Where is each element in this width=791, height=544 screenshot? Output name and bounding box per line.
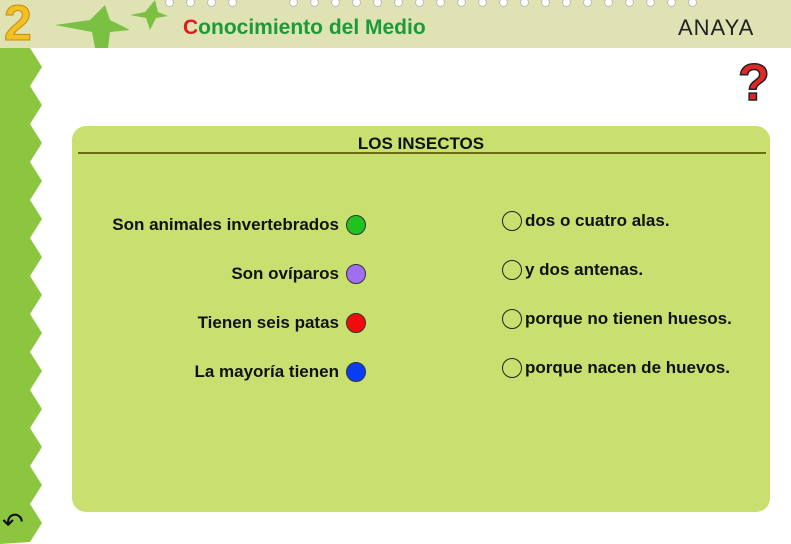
grade-number: 2 bbox=[4, 0, 33, 51]
premise-item: Tienen seis patas bbox=[198, 312, 366, 334]
color-dot-handle[interactable] bbox=[346, 215, 366, 235]
bird-logo-icon bbox=[55, 0, 168, 48]
hole bbox=[457, 0, 466, 7]
back-arrow-icon[interactable]: ↶ bbox=[2, 507, 24, 537]
color-dot-handle[interactable] bbox=[346, 362, 366, 382]
hole bbox=[228, 0, 237, 7]
question-mark-icon[interactable]: ? bbox=[737, 54, 770, 112]
premise-text: Tienen seis patas bbox=[197, 312, 339, 332]
hole bbox=[310, 0, 319, 7]
hole bbox=[186, 0, 195, 7]
hole bbox=[646, 0, 655, 7]
premise-item: Son animales invertebrados bbox=[112, 214, 366, 236]
premise-text: La mayoría tienen bbox=[194, 361, 339, 381]
hole bbox=[373, 0, 382, 7]
hole bbox=[562, 0, 571, 7]
hole bbox=[688, 0, 697, 7]
answer-text: dos o cuatro alas. bbox=[525, 210, 670, 230]
hole bbox=[625, 0, 634, 7]
answer-text: porque nacen de huevos. bbox=[525, 357, 730, 377]
hole bbox=[667, 0, 676, 7]
answer-target-circle[interactable] bbox=[502, 309, 522, 329]
title-divider bbox=[78, 152, 766, 154]
brand-logo: ANAYA bbox=[678, 15, 755, 40]
answer-text: porque no tienen huesos. bbox=[525, 308, 732, 328]
hole bbox=[541, 0, 550, 7]
hole bbox=[331, 0, 340, 7]
answer-target-circle[interactable] bbox=[502, 260, 522, 280]
premise-text: Son animales invertebrados bbox=[112, 214, 339, 234]
header-bar: 2 Conocimiento del Medio ANAYA bbox=[0, 0, 791, 51]
hole bbox=[520, 0, 529, 7]
premise-item: Son ovíparos bbox=[231, 263, 366, 285]
answer-item: dos o cuatro alas. bbox=[502, 210, 670, 232]
hole bbox=[415, 0, 424, 7]
hole bbox=[499, 0, 508, 7]
activity-title: LOS INSECTOS bbox=[357, 134, 485, 153]
answer-target-circle[interactable] bbox=[502, 211, 522, 231]
color-dot-handle[interactable] bbox=[346, 313, 366, 333]
hole bbox=[207, 0, 216, 7]
hole bbox=[478, 0, 487, 7]
hole bbox=[352, 0, 361, 7]
hole bbox=[436, 0, 445, 7]
premise-text: Son ovíparos bbox=[231, 263, 339, 283]
activity-panel: LOS INSECTOS Son animales invertebrados S… bbox=[72, 126, 770, 512]
hole bbox=[583, 0, 592, 7]
color-dot-handle[interactable] bbox=[346, 264, 366, 284]
app-title: Conocimiento del Medio bbox=[183, 16, 426, 39]
hole bbox=[394, 0, 403, 7]
hole bbox=[165, 0, 174, 7]
notebook-holes bbox=[165, 0, 697, 10]
answer-item: porque nacen de huevos. bbox=[502, 357, 730, 379]
answer-item: porque no tienen huesos. bbox=[502, 308, 732, 330]
answer-item: y dos antenas. bbox=[502, 259, 643, 281]
hole bbox=[289, 0, 298, 7]
sidebar-zigzag bbox=[0, 48, 42, 544]
premise-item: La mayoría tienen bbox=[194, 361, 366, 383]
answer-text: y dos antenas. bbox=[525, 259, 644, 279]
hole bbox=[604, 0, 613, 7]
answer-target-circle[interactable] bbox=[502, 358, 522, 378]
